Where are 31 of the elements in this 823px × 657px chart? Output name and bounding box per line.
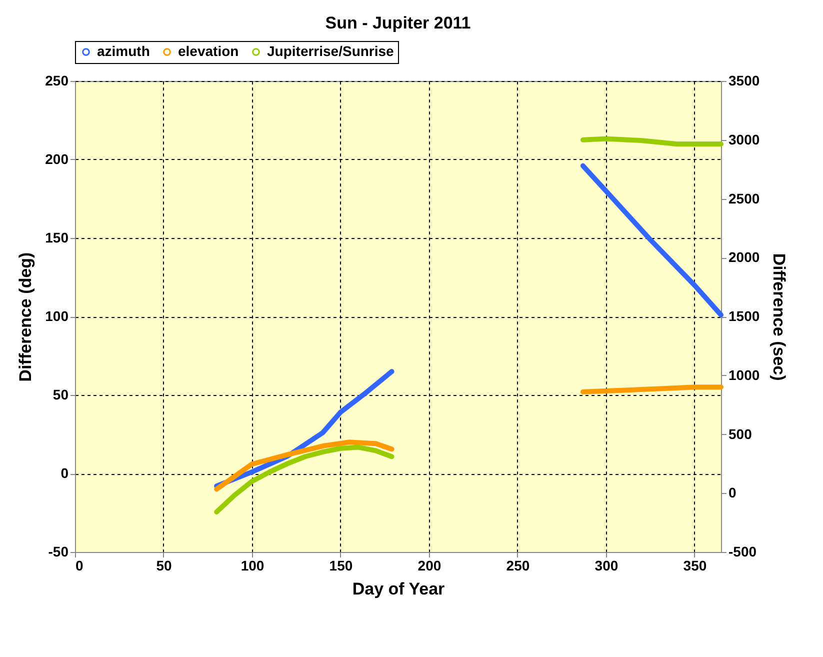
y-tick-label: 100 xyxy=(45,308,69,324)
x-tick-label: 50 xyxy=(156,558,172,574)
x-tick-label: 250 xyxy=(506,558,530,574)
y2-axis-title: Difference (sec) xyxy=(770,253,789,381)
y-tick-label: 0 xyxy=(60,465,69,481)
x-tick-label: 150 xyxy=(329,558,353,574)
legend-label: azimuth xyxy=(97,43,150,59)
x-tick-label: 200 xyxy=(418,558,442,574)
chart-title: Sun - Jupiter 2011 xyxy=(325,14,471,32)
y-tick-label: 50 xyxy=(52,386,69,402)
y2-tick-label: 500 xyxy=(728,426,752,442)
y2-tick-label: 3500 xyxy=(728,72,760,88)
y2-tick-label: 3000 xyxy=(728,131,760,148)
x-axis-title: Day of Year xyxy=(352,580,446,598)
y-tick-label: 200 xyxy=(45,151,69,167)
x-tick-label: 350 xyxy=(683,558,707,574)
x-tick-label: 100 xyxy=(240,558,264,574)
y-tick-label: 150 xyxy=(45,230,69,246)
y2-tick-label: 2000 xyxy=(728,249,760,266)
y2-tick-label: 1500 xyxy=(728,308,760,324)
legend-label: elevation xyxy=(178,43,239,59)
y2-tick-label: 0 xyxy=(728,484,736,501)
x-tick-label: 0 xyxy=(76,558,84,574)
y-tick-label: 250 xyxy=(45,72,69,88)
y2-tick-label: 2500 xyxy=(728,190,760,206)
y2-tick-label: 1000 xyxy=(728,366,760,383)
legend-label: Jupiterrise/Sunrise xyxy=(267,43,394,59)
y2-tick-label: -500 xyxy=(728,544,757,560)
y-tick-label: -50 xyxy=(48,544,69,560)
y-axis-title: Difference (deg) xyxy=(16,252,36,382)
x-tick-label: 300 xyxy=(594,558,618,574)
